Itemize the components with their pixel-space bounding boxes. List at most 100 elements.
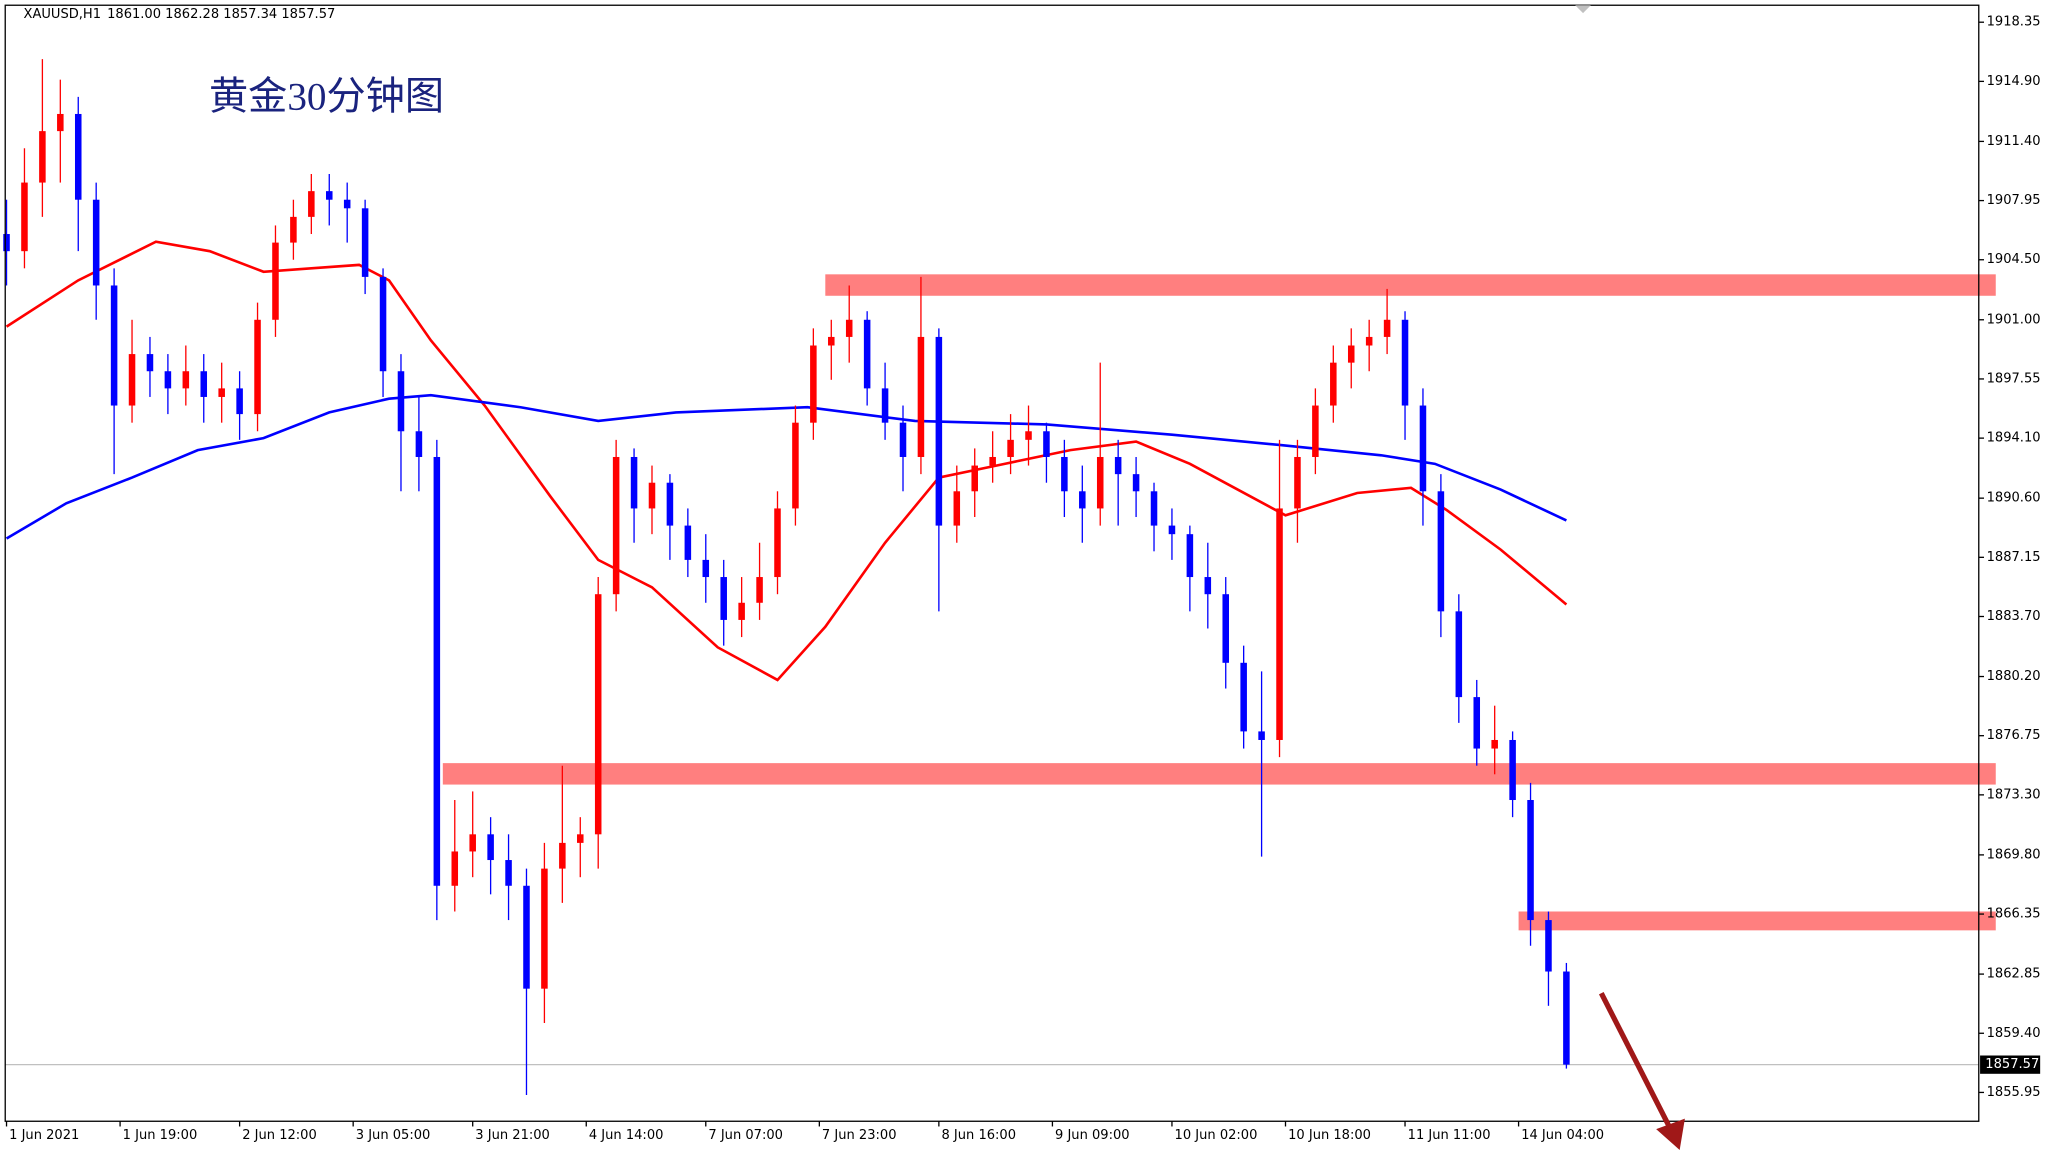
- candle-body: [39, 131, 46, 183]
- candle-body: [1043, 431, 1050, 457]
- candle-body: [1222, 594, 1230, 663]
- candle-body: [810, 345, 817, 423]
- x-tick-label: 10 Jun 02:00: [1175, 1128, 1258, 1143]
- candle-body: [881, 388, 889, 423]
- candle-body: [1079, 491, 1086, 509]
- y-tick-label: 1859.40: [1987, 1026, 2041, 1041]
- candle-body: [1294, 456, 1301, 509]
- moving-average: [5, 393, 1567, 540]
- candle-body: [469, 834, 476, 852]
- y-tick-label: 1869.80: [1987, 847, 2041, 862]
- candle-body: [577, 834, 584, 843]
- candle-body: [1096, 456, 1104, 509]
- symbol: XAUUSD,H1: [24, 7, 102, 22]
- candle-body: [487, 834, 494, 861]
- candle-body: [1204, 577, 1212, 595]
- chart-title: 黄金30分钟图: [209, 76, 444, 119]
- y-tick-label: 1866.35: [1987, 907, 2041, 922]
- candle-body: [702, 559, 710, 578]
- candle-body: [1437, 491, 1445, 612]
- x-tick-label: 1 Jun 19:00: [123, 1128, 198, 1143]
- y-tick-label: 1862.85: [1987, 967, 2041, 982]
- price-zone: [825, 274, 1996, 296]
- x-tick-label: 7 Jun 07:00: [708, 1128, 783, 1143]
- y-tick-label: 1918.35: [1987, 15, 2041, 30]
- candle-body: [1491, 739, 1498, 749]
- y-tick-label: 1876.75: [1987, 728, 2041, 743]
- candle-body: [415, 431, 423, 457]
- candle-body: [146, 354, 154, 372]
- y-tick-label: 1914.90: [1987, 74, 2041, 89]
- x-tick-label: 1 Jun 2021: [9, 1128, 79, 1143]
- candle-body: [308, 191, 315, 217]
- candle-body: [845, 319, 853, 337]
- x-tick-label: 3 Jun 21:00: [475, 1128, 550, 1143]
- x-tick-label: 10 Jun 18:00: [1288, 1128, 1371, 1143]
- zones: [442, 274, 1996, 931]
- candle-body: [1419, 405, 1427, 492]
- y-tick-label: 1855.95: [1987, 1085, 2041, 1100]
- candle-body: [1240, 662, 1247, 732]
- axes: 1918.35 1914.90 1911.40 1907.95 1904.50 1901.…: [5, 15, 2041, 1143]
- candle-body: [1473, 697, 1481, 749]
- candle-body: [361, 208, 369, 277]
- candle-body: [1509, 739, 1516, 801]
- x-tick-label: 14 Jun 04:00: [1521, 1128, 1604, 1143]
- candle-body: [290, 216, 297, 243]
- y-tick-label: 1883.70: [1987, 609, 2041, 624]
- candle-body: [1383, 319, 1391, 337]
- candle-body: [397, 371, 405, 432]
- candle-body: [666, 482, 674, 526]
- candle-body: [505, 860, 512, 886]
- y-tick-label: 1907.95: [1987, 193, 2041, 208]
- candle-body: [1025, 431, 1032, 440]
- x-tick-label: 9 Jun 09:00: [1055, 1128, 1130, 1143]
- candle-body: [325, 191, 333, 200]
- candle-body: [1061, 456, 1068, 492]
- candle-body: [1168, 525, 1176, 535]
- candle-body: [1150, 491, 1158, 526]
- candle-body: [343, 199, 351, 209]
- candle-body: [1330, 362, 1337, 406]
- candles: [3, 59, 1570, 1096]
- candle-body: [21, 182, 28, 252]
- candle-body: [74, 113, 82, 200]
- plot-frame: [4, 4, 1980, 1122]
- candle-body: [1563, 971, 1570, 1065]
- candle-body: [433, 456, 441, 886]
- candle-body: [57, 113, 64, 132]
- arrow-shaft: [1598, 991, 1675, 1133]
- price-zone: [442, 763, 1996, 785]
- candle-body: [110, 285, 118, 406]
- candle-body: [236, 388, 243, 415]
- candle-body: [828, 336, 835, 346]
- candle-body: [953, 491, 961, 526]
- moving-average: [5, 240, 1568, 682]
- y-tick-label: 1873.30: [1987, 787, 2041, 802]
- candle-body: [1276, 508, 1283, 740]
- y-tick-label: 1880.20: [1987, 669, 2041, 684]
- candle-body: [863, 319, 871, 389]
- last-price-label: 1857.57: [1985, 1057, 2039, 1072]
- candle-body: [541, 868, 548, 989]
- moving-averages: [5, 240, 1568, 682]
- x-tick-label: 8 Jun 16:00: [941, 1128, 1016, 1143]
- header-prices: 1861.00 1862.28 1857.34 1857.57: [107, 7, 335, 22]
- candle-body: [451, 851, 459, 886]
- trend-arrow: [1598, 991, 1685, 1150]
- candle-body: [379, 276, 387, 372]
- candle-body: [1007, 439, 1014, 457]
- candle-body: [971, 465, 978, 492]
- candle-body: [254, 319, 261, 415]
- candle-body: [989, 456, 996, 466]
- candle-body: [756, 577, 763, 603]
- candle-body: [612, 456, 620, 595]
- x-tick-label: 3 Jun 05:00: [356, 1128, 431, 1143]
- x-tick-label: 4 Jun 14:00: [589, 1128, 664, 1143]
- candle-body: [164, 371, 172, 389]
- candle-body: [3, 234, 10, 252]
- y-tick-label: 1911.40: [1987, 134, 2041, 149]
- candle-body: [523, 885, 530, 989]
